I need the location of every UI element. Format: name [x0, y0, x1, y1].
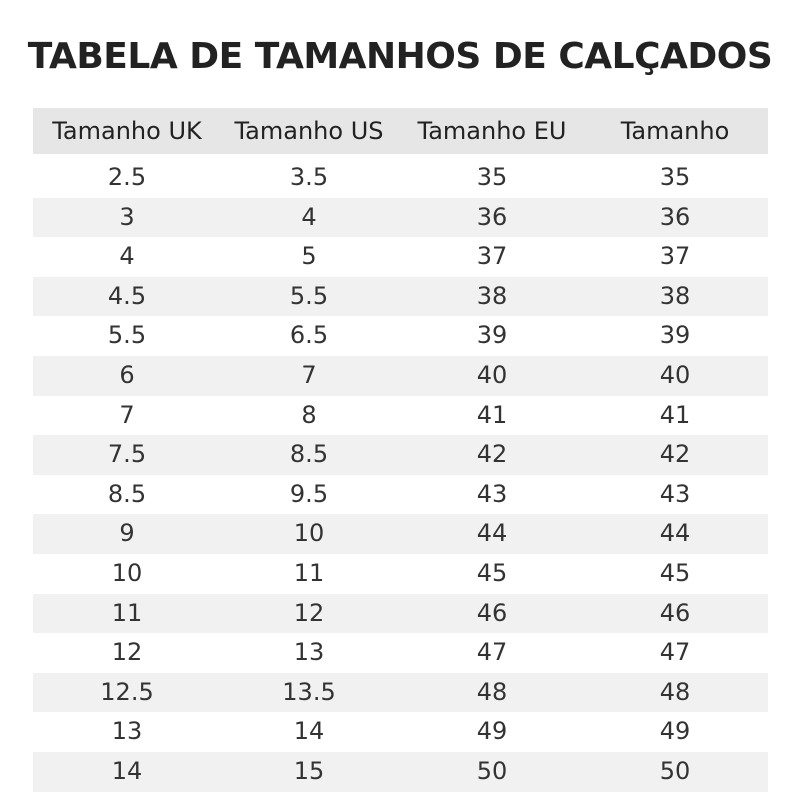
- table-cell: 14: [111, 757, 143, 785]
- table-cell: 8.5: [107, 479, 147, 508]
- table-cell: 13: [111, 717, 143, 746]
- table-cell: 12: [293, 598, 325, 627]
- table-cell: 35: [659, 163, 691, 191]
- table-cell: 36: [659, 202, 691, 231]
- table-cell: 42: [476, 440, 508, 469]
- header-row: Tamanho UK Tamanho US Tamanho EU Tamanho: [33, 108, 768, 154]
- table-cell: 50: [476, 757, 508, 785]
- table-row: 13 14 49 49: [33, 712, 768, 752]
- table-cell: 11: [111, 598, 143, 627]
- table-row: 10 11 45 45: [33, 554, 768, 594]
- table-cell: 47: [659, 638, 691, 667]
- table-row: 7.5 8.5 42 42: [33, 435, 768, 475]
- table-cell: 13.5: [282, 677, 336, 706]
- table-row: 5.5 6.5 39 39: [33, 316, 768, 356]
- table-cell: 45: [659, 559, 691, 587]
- table-cell: 41: [659, 400, 691, 429]
- table-cell: 36: [476, 202, 508, 231]
- table-cell: 44: [659, 519, 691, 548]
- table-cell: 37: [476, 242, 508, 271]
- table-cell: 41: [476, 400, 508, 429]
- table-row: 2.5 3.5 35 35: [33, 158, 768, 198]
- table-cell: 5.5: [289, 281, 329, 310]
- table-cell: 10: [111, 559, 143, 587]
- table-cell: 9.5: [289, 479, 329, 508]
- table-cell: 35: [476, 163, 508, 191]
- table-cell: 47: [476, 638, 508, 667]
- table-cell: 8: [301, 400, 317, 429]
- table-row: 4 5 37 37: [33, 237, 768, 277]
- table-row: 9 10 44 44: [33, 514, 768, 554]
- table-cell: 38: [659, 281, 691, 310]
- table-cell: 43: [476, 479, 508, 508]
- table-row: 4.5 5.5 38 38: [33, 276, 768, 317]
- table-cell: 38: [476, 281, 508, 310]
- table-cell: 12.5: [100, 677, 154, 706]
- header-cell: Tamanho: [620, 117, 730, 145]
- table-cell: 40: [476, 361, 508, 389]
- table-cell: 7: [119, 400, 135, 429]
- table-row: 12.5 13.5 48 48: [33, 672, 768, 713]
- table-cell: 11: [293, 559, 325, 587]
- table-cell: 43: [659, 479, 691, 508]
- table-row: 11 12 46 46: [33, 593, 768, 634]
- table-row: 8.5 9.5 43 43: [33, 475, 768, 515]
- table-cell: 8.5: [289, 440, 329, 469]
- table-row: 7 8 41 41: [33, 396, 768, 436]
- table-cell: 50: [659, 757, 691, 785]
- table-cell: 7.5: [107, 440, 147, 469]
- table-cell: 46: [476, 598, 508, 627]
- table-cell: 4: [119, 242, 135, 271]
- table-row: 6 7 40 40: [33, 356, 768, 396]
- table-cell: 46: [659, 598, 691, 627]
- table-cell: 4: [301, 202, 317, 231]
- table-row: 14 15 50 50: [33, 752, 768, 792]
- table-cell: 45: [476, 559, 508, 587]
- table-cell: 3.5: [289, 163, 329, 191]
- table-cell: 40: [659, 361, 691, 389]
- header-cell: Tamanho UK: [52, 117, 202, 145]
- table-cell: 44: [476, 519, 508, 548]
- header-cell: Tamanho EU: [417, 117, 567, 145]
- table-cell: 49: [659, 717, 691, 746]
- table-cell: 5: [301, 242, 317, 271]
- table-cell: 48: [476, 677, 508, 706]
- header-cell: Tamanho US: [234, 117, 384, 145]
- table-cell: 14: [293, 717, 325, 746]
- table-row: 3 4 36 36: [33, 197, 768, 238]
- table-cell: 48: [659, 677, 691, 706]
- table-cell: 13: [293, 638, 325, 667]
- table-cell: 37: [659, 242, 691, 271]
- table-cell: 9: [119, 519, 135, 548]
- table-row: 12 13 47 47: [33, 633, 768, 673]
- table-cell: 6: [119, 361, 135, 389]
- table-cell: 12: [111, 638, 143, 667]
- table-cell: 2.5: [107, 163, 147, 191]
- table-cell: 15: [293, 757, 325, 785]
- table-cell: 4.5: [107, 281, 147, 310]
- table-cell: 39: [659, 321, 691, 350]
- table-cell: 3: [119, 202, 135, 231]
- title: TABELA DE TAMANHOS DE CALÇADOS: [27, 36, 773, 77]
- table-cell: 7: [301, 361, 317, 389]
- table-cell: 6.5: [289, 321, 329, 350]
- table-cell: 10: [293, 519, 325, 548]
- table-cell: 49: [476, 717, 508, 746]
- table-cell: 39: [476, 321, 508, 350]
- table-cell: 5.5: [107, 321, 147, 350]
- table-cell: 42: [659, 440, 691, 469]
